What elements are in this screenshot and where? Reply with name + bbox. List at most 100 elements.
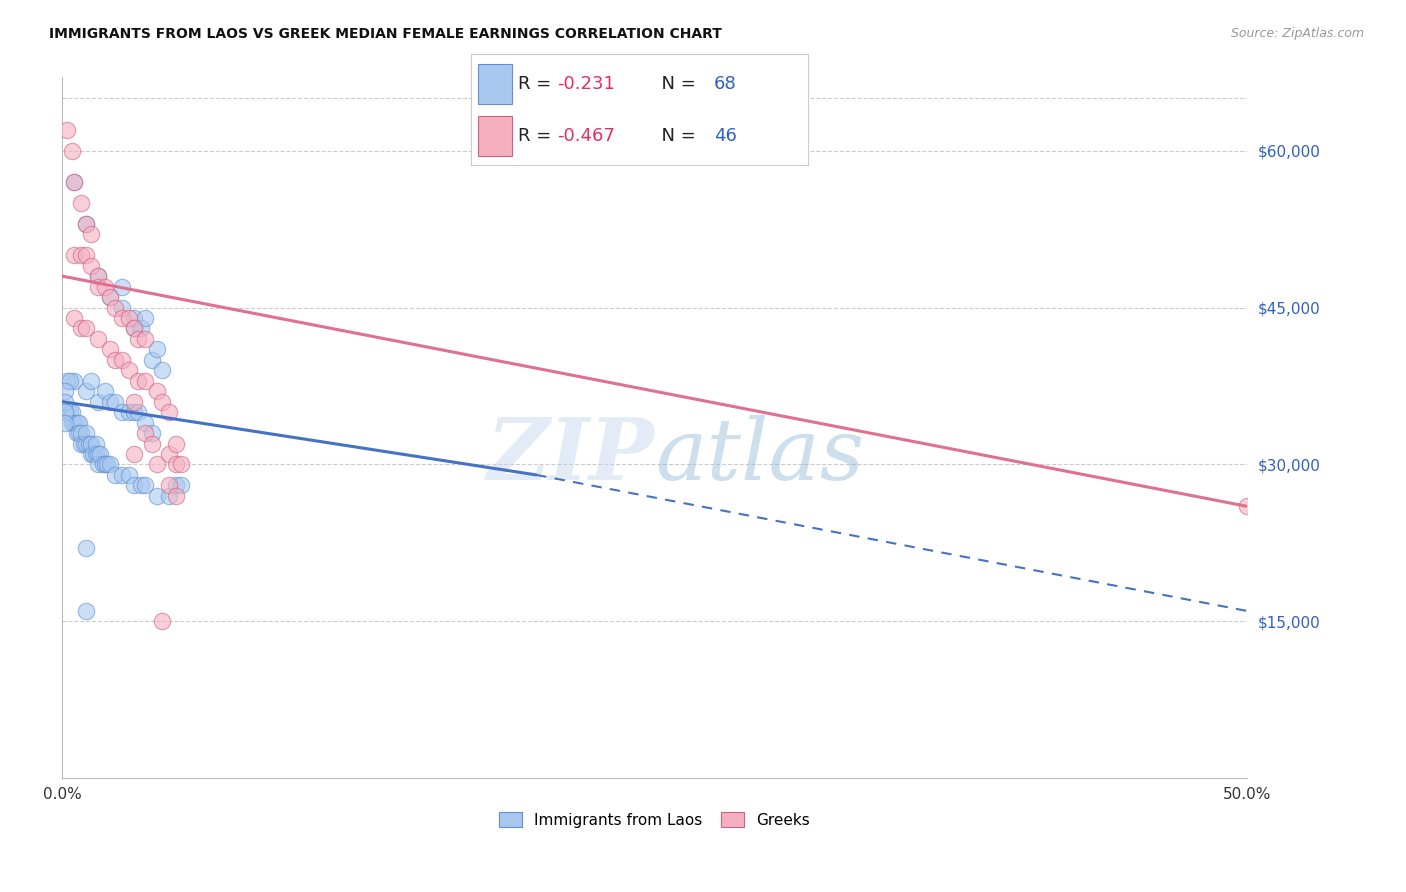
Point bbox=[63, 175, 86, 189]
Point bbox=[59, 374, 82, 388]
Point bbox=[70, 248, 93, 262]
Point bbox=[87, 269, 110, 284]
Point bbox=[94, 279, 117, 293]
Point bbox=[122, 447, 145, 461]
Point bbox=[75, 217, 97, 231]
Point bbox=[87, 279, 110, 293]
Point bbox=[118, 363, 141, 377]
Point bbox=[75, 321, 97, 335]
Point bbox=[1236, 500, 1258, 514]
Point bbox=[66, 425, 89, 440]
Point bbox=[98, 458, 121, 472]
Point bbox=[165, 478, 187, 492]
Point bbox=[150, 363, 173, 377]
Point bbox=[77, 436, 100, 450]
Text: N =: N = bbox=[650, 127, 702, 145]
Point bbox=[150, 615, 173, 629]
Point bbox=[134, 416, 156, 430]
Point bbox=[73, 436, 96, 450]
Point bbox=[122, 478, 145, 492]
Text: Source: ZipAtlas.com: Source: ZipAtlas.com bbox=[1230, 27, 1364, 40]
Point bbox=[53, 405, 76, 419]
Point bbox=[104, 394, 127, 409]
Point bbox=[127, 374, 149, 388]
Point bbox=[60, 144, 83, 158]
Point bbox=[56, 405, 79, 419]
Point bbox=[96, 458, 118, 472]
Point bbox=[157, 489, 180, 503]
Point bbox=[89, 447, 111, 461]
Point bbox=[75, 604, 97, 618]
Point bbox=[165, 436, 187, 450]
Text: -0.231: -0.231 bbox=[557, 75, 614, 93]
Point bbox=[157, 478, 180, 492]
Point bbox=[165, 458, 187, 472]
Point bbox=[150, 394, 173, 409]
Point bbox=[141, 425, 163, 440]
Point bbox=[157, 447, 180, 461]
Point bbox=[122, 394, 145, 409]
Point bbox=[104, 301, 127, 315]
Text: ZIP: ZIP bbox=[486, 414, 655, 498]
Point bbox=[157, 405, 180, 419]
Point bbox=[87, 447, 110, 461]
Point bbox=[127, 332, 149, 346]
Point bbox=[75, 425, 97, 440]
Point bbox=[70, 196, 93, 211]
Point bbox=[104, 352, 127, 367]
Point bbox=[63, 175, 86, 189]
Point bbox=[98, 343, 121, 357]
Point bbox=[111, 311, 134, 326]
Point bbox=[91, 458, 114, 472]
Point bbox=[70, 436, 93, 450]
Point bbox=[56, 374, 79, 388]
Legend: Immigrants from Laos, Greeks: Immigrants from Laos, Greeks bbox=[494, 805, 815, 834]
Point bbox=[53, 394, 76, 409]
Text: 46: 46 bbox=[714, 127, 737, 145]
Point bbox=[134, 478, 156, 492]
Point bbox=[122, 321, 145, 335]
Point bbox=[165, 489, 187, 503]
Point bbox=[63, 311, 86, 326]
Point bbox=[118, 467, 141, 482]
Point bbox=[134, 332, 156, 346]
Point bbox=[56, 122, 79, 136]
Text: atlas: atlas bbox=[655, 415, 863, 497]
Point bbox=[146, 458, 169, 472]
Point bbox=[129, 478, 152, 492]
Point bbox=[87, 394, 110, 409]
Point bbox=[70, 321, 93, 335]
Point bbox=[111, 301, 134, 315]
Point bbox=[170, 458, 193, 472]
Point bbox=[70, 425, 93, 440]
Point bbox=[80, 374, 103, 388]
Point bbox=[111, 352, 134, 367]
Point bbox=[67, 416, 90, 430]
Point bbox=[53, 416, 76, 430]
Point bbox=[111, 467, 134, 482]
Point bbox=[146, 489, 169, 503]
Point bbox=[118, 311, 141, 326]
Point bbox=[87, 269, 110, 284]
Text: R =: R = bbox=[519, 127, 557, 145]
Point bbox=[127, 405, 149, 419]
Point bbox=[98, 290, 121, 304]
Point bbox=[122, 321, 145, 335]
Point bbox=[84, 436, 107, 450]
Point bbox=[118, 405, 141, 419]
Point bbox=[146, 384, 169, 399]
Point bbox=[63, 416, 86, 430]
Point bbox=[63, 248, 86, 262]
Point bbox=[94, 384, 117, 399]
Point bbox=[170, 478, 193, 492]
Bar bbox=[478, 63, 512, 103]
Text: R =: R = bbox=[519, 75, 557, 93]
Point bbox=[84, 447, 107, 461]
Point bbox=[75, 384, 97, 399]
Point bbox=[80, 227, 103, 242]
Point bbox=[80, 447, 103, 461]
Point bbox=[146, 343, 169, 357]
Point bbox=[66, 416, 89, 430]
Point bbox=[98, 394, 121, 409]
Point bbox=[75, 217, 97, 231]
